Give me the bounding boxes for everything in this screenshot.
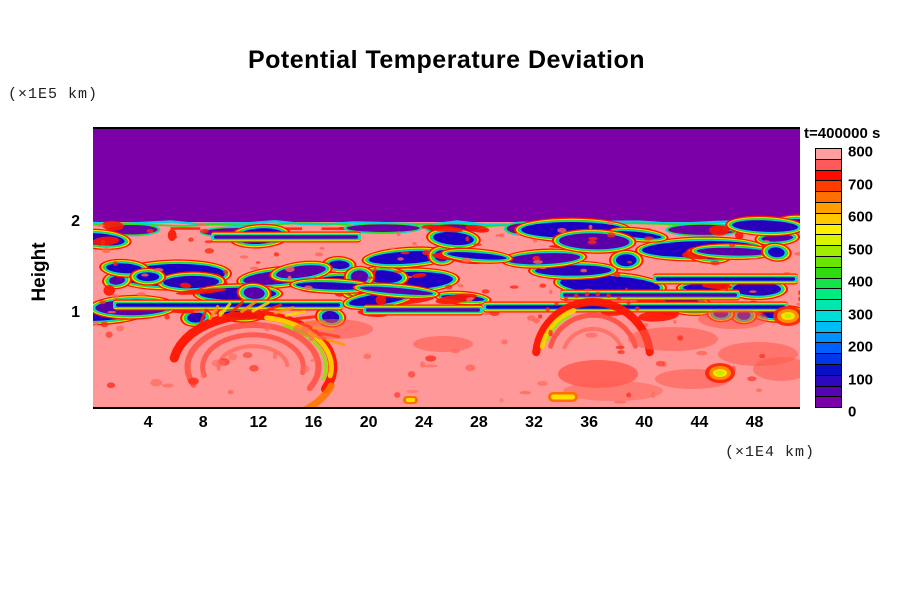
x-tick-label: 24	[414, 414, 433, 431]
colorbar-tick-label: 600	[848, 208, 874, 226]
x-tick-label: 48	[745, 414, 764, 431]
x-tick-label: 12	[249, 414, 268, 431]
colorbar-tick-label: 200	[848, 338, 874, 356]
x-tick-label: 28	[469, 414, 488, 431]
heatmap-plot	[93, 127, 800, 409]
colorbar-segment	[815, 396, 842, 409]
page-title: Potential Temperature Deviation	[247, 46, 646, 74]
colorbar-tick-label: 0	[848, 403, 857, 421]
x-tick-label: 4	[143, 414, 153, 431]
y-axis-title: Height	[29, 242, 50, 302]
y-axis-unit-label: (×1E5 km)	[8, 86, 99, 103]
x-tick-label: 8	[198, 414, 208, 431]
y-tick-label: 2	[71, 213, 80, 230]
heatmap-field	[93, 129, 800, 407]
colorbar-tick-label: 800	[848, 143, 874, 161]
x-axis-unit-label: (×1E4 km)	[724, 444, 815, 461]
x-tick-label: 40	[635, 414, 654, 431]
colorbar-tick-label: 400	[848, 273, 874, 291]
colorbar-tick-label: 300	[848, 306, 874, 323]
colorbar-tick-label: 100	[848, 371, 874, 388]
x-tick-label: 32	[525, 414, 543, 431]
x-tick-label: 20	[359, 414, 378, 431]
colorbar	[815, 148, 842, 409]
colorbar-tick-label: 700	[848, 176, 874, 193]
x-tick-label: 44	[690, 414, 709, 431]
colorbar-tick-label: 500	[848, 241, 874, 258]
colorbar-time-label: t=400000 s	[804, 125, 881, 142]
y-tick-label: 1	[71, 304, 80, 321]
x-tick-label: 36	[580, 414, 599, 431]
x-tick-label: 16	[304, 414, 323, 431]
